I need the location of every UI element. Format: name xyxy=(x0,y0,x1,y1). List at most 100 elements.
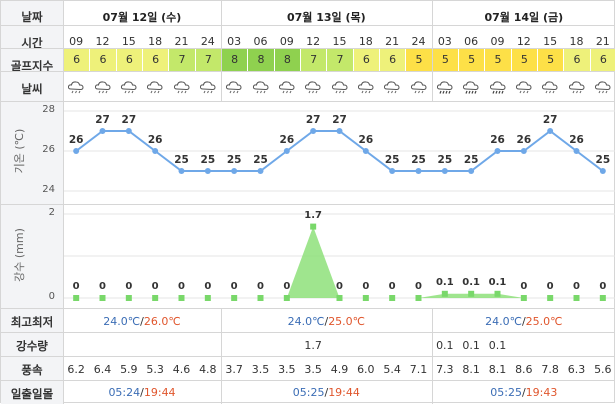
date-row-label: 날짜 xyxy=(21,10,43,24)
cloud-rain-icon xyxy=(68,81,84,94)
grid-hline xyxy=(1,101,615,102)
sunrise-time: 05:25 xyxy=(292,386,325,399)
rain-value-label: 0 xyxy=(230,281,238,292)
rain-value-label: 0.1 xyxy=(488,276,507,288)
cloud-rain-icon xyxy=(331,81,348,94)
rain-point xyxy=(125,295,132,301)
cloud-heavy-rain-icon xyxy=(489,81,506,94)
cloud-rain-icon xyxy=(542,81,558,94)
temperature-chart xyxy=(63,110,615,192)
rain-tick-label: 0 xyxy=(48,291,55,302)
hour-cell: 06 xyxy=(464,35,479,48)
rain-point xyxy=(73,295,80,301)
wind-speed-cell: 6.4 xyxy=(93,363,112,376)
temperature-point xyxy=(494,148,501,154)
rain-tick-label: 2 xyxy=(48,207,55,218)
day-separator xyxy=(432,308,433,404)
rain-point xyxy=(441,290,448,297)
temperature-point xyxy=(231,168,238,174)
temperature-label: 26 xyxy=(490,134,505,146)
wind-speed-cell: 8.1 xyxy=(488,363,507,376)
day-separator xyxy=(221,1,222,101)
golf-index-cell: 5 xyxy=(432,49,458,71)
sunset-time: 19:44 xyxy=(143,386,176,399)
sunset-time: 19:44 xyxy=(328,386,360,399)
rain-point xyxy=(204,295,211,301)
wind-speed-cell: 3.5 xyxy=(251,363,270,376)
min-temp: 24.0℃ xyxy=(103,315,141,328)
minmax-cell: 24.0℃/25.0℃ xyxy=(221,315,432,328)
cloud-rain-icon xyxy=(305,81,321,94)
rain-point xyxy=(415,295,422,301)
temperature-point xyxy=(599,168,606,174)
rain-value-label: 0 xyxy=(283,281,291,292)
min-temp: 24.0℃ xyxy=(287,315,325,328)
hour-cell: 03 xyxy=(437,35,452,48)
golf-index-cell: 6 xyxy=(590,49,615,71)
hour-cell: 24 xyxy=(200,35,215,48)
hour-cell: 18 xyxy=(358,35,373,48)
day-separator xyxy=(221,308,222,404)
hour-cell: 12 xyxy=(306,35,321,48)
rain-point xyxy=(99,295,106,301)
temperature-point xyxy=(152,148,159,154)
golf-index-cell: 6 xyxy=(564,49,590,71)
rain-point xyxy=(283,295,290,301)
golf-index-cell: 8 xyxy=(274,49,300,71)
grid-hline xyxy=(1,48,615,49)
rain-amount-cell: 1.7 xyxy=(304,339,322,352)
temperature-label: 25 xyxy=(595,154,611,166)
cloud-rain-icon xyxy=(384,81,400,94)
hour-cell: 12 xyxy=(95,35,110,48)
rain-value-label: 1.7 xyxy=(304,209,323,221)
temperature-point xyxy=(389,168,396,174)
separator: / xyxy=(324,386,329,399)
wind-speed-cell: 5.9 xyxy=(120,363,138,376)
separator: / xyxy=(140,386,144,399)
cloud-rain-icon xyxy=(120,81,137,94)
temperature-point xyxy=(547,128,554,134)
temperature-label: 27 xyxy=(305,114,321,126)
rain-amount-cell: 0.1 xyxy=(488,339,507,352)
temperature-point xyxy=(204,168,211,174)
separator: / xyxy=(521,315,526,328)
temperature-point xyxy=(573,148,580,154)
hour-cell: 18 xyxy=(148,35,163,48)
hour-cell: 21 xyxy=(174,35,189,48)
hour-cell: 24 xyxy=(411,35,426,48)
golf-index-cell: 6 xyxy=(380,49,406,71)
rain-point xyxy=(520,295,527,301)
cloud-rain-icon xyxy=(278,81,295,94)
temperature-label: 25 xyxy=(384,154,400,166)
minmax-cell: 24.0℃/25.0℃ xyxy=(432,315,615,328)
sun-cell: 05:24/19:44 xyxy=(63,386,221,399)
sunrise-time: 05:25 xyxy=(490,386,522,399)
sunrise-time: 05:24 xyxy=(108,386,141,399)
wind-speed-cell: 6.2 xyxy=(67,363,85,376)
rain-point xyxy=(389,295,396,301)
temperature-label: 26 xyxy=(516,134,532,146)
temperature-label: 26 xyxy=(279,134,295,146)
rain-value-label: 0 xyxy=(362,281,370,292)
temperature-point xyxy=(441,168,448,174)
hour-cell: 15 xyxy=(543,35,558,48)
separator: / xyxy=(140,315,144,328)
temperature-label: 27 xyxy=(95,114,110,126)
temperature-label: 25 xyxy=(226,154,242,166)
golf-index-cell: 5 xyxy=(485,49,511,71)
temperature-label: 27 xyxy=(121,114,137,126)
temperature-point xyxy=(310,128,317,134)
cloud-rain-icon xyxy=(515,81,532,94)
temperature-label: 25 xyxy=(174,154,189,166)
temperature-label: 26 xyxy=(358,134,374,146)
minmax-row-label: 최고최저 xyxy=(10,315,54,329)
grid-hline xyxy=(1,356,615,357)
max-temp: 25.0℃ xyxy=(525,315,563,328)
temperature-label: 26 xyxy=(147,134,163,146)
rain-point xyxy=(336,295,343,301)
rain-value-label: 0.1 xyxy=(435,276,454,288)
wind-row-label: 풍속 xyxy=(21,363,43,377)
temperature-point xyxy=(520,148,527,154)
separator: / xyxy=(521,386,526,399)
